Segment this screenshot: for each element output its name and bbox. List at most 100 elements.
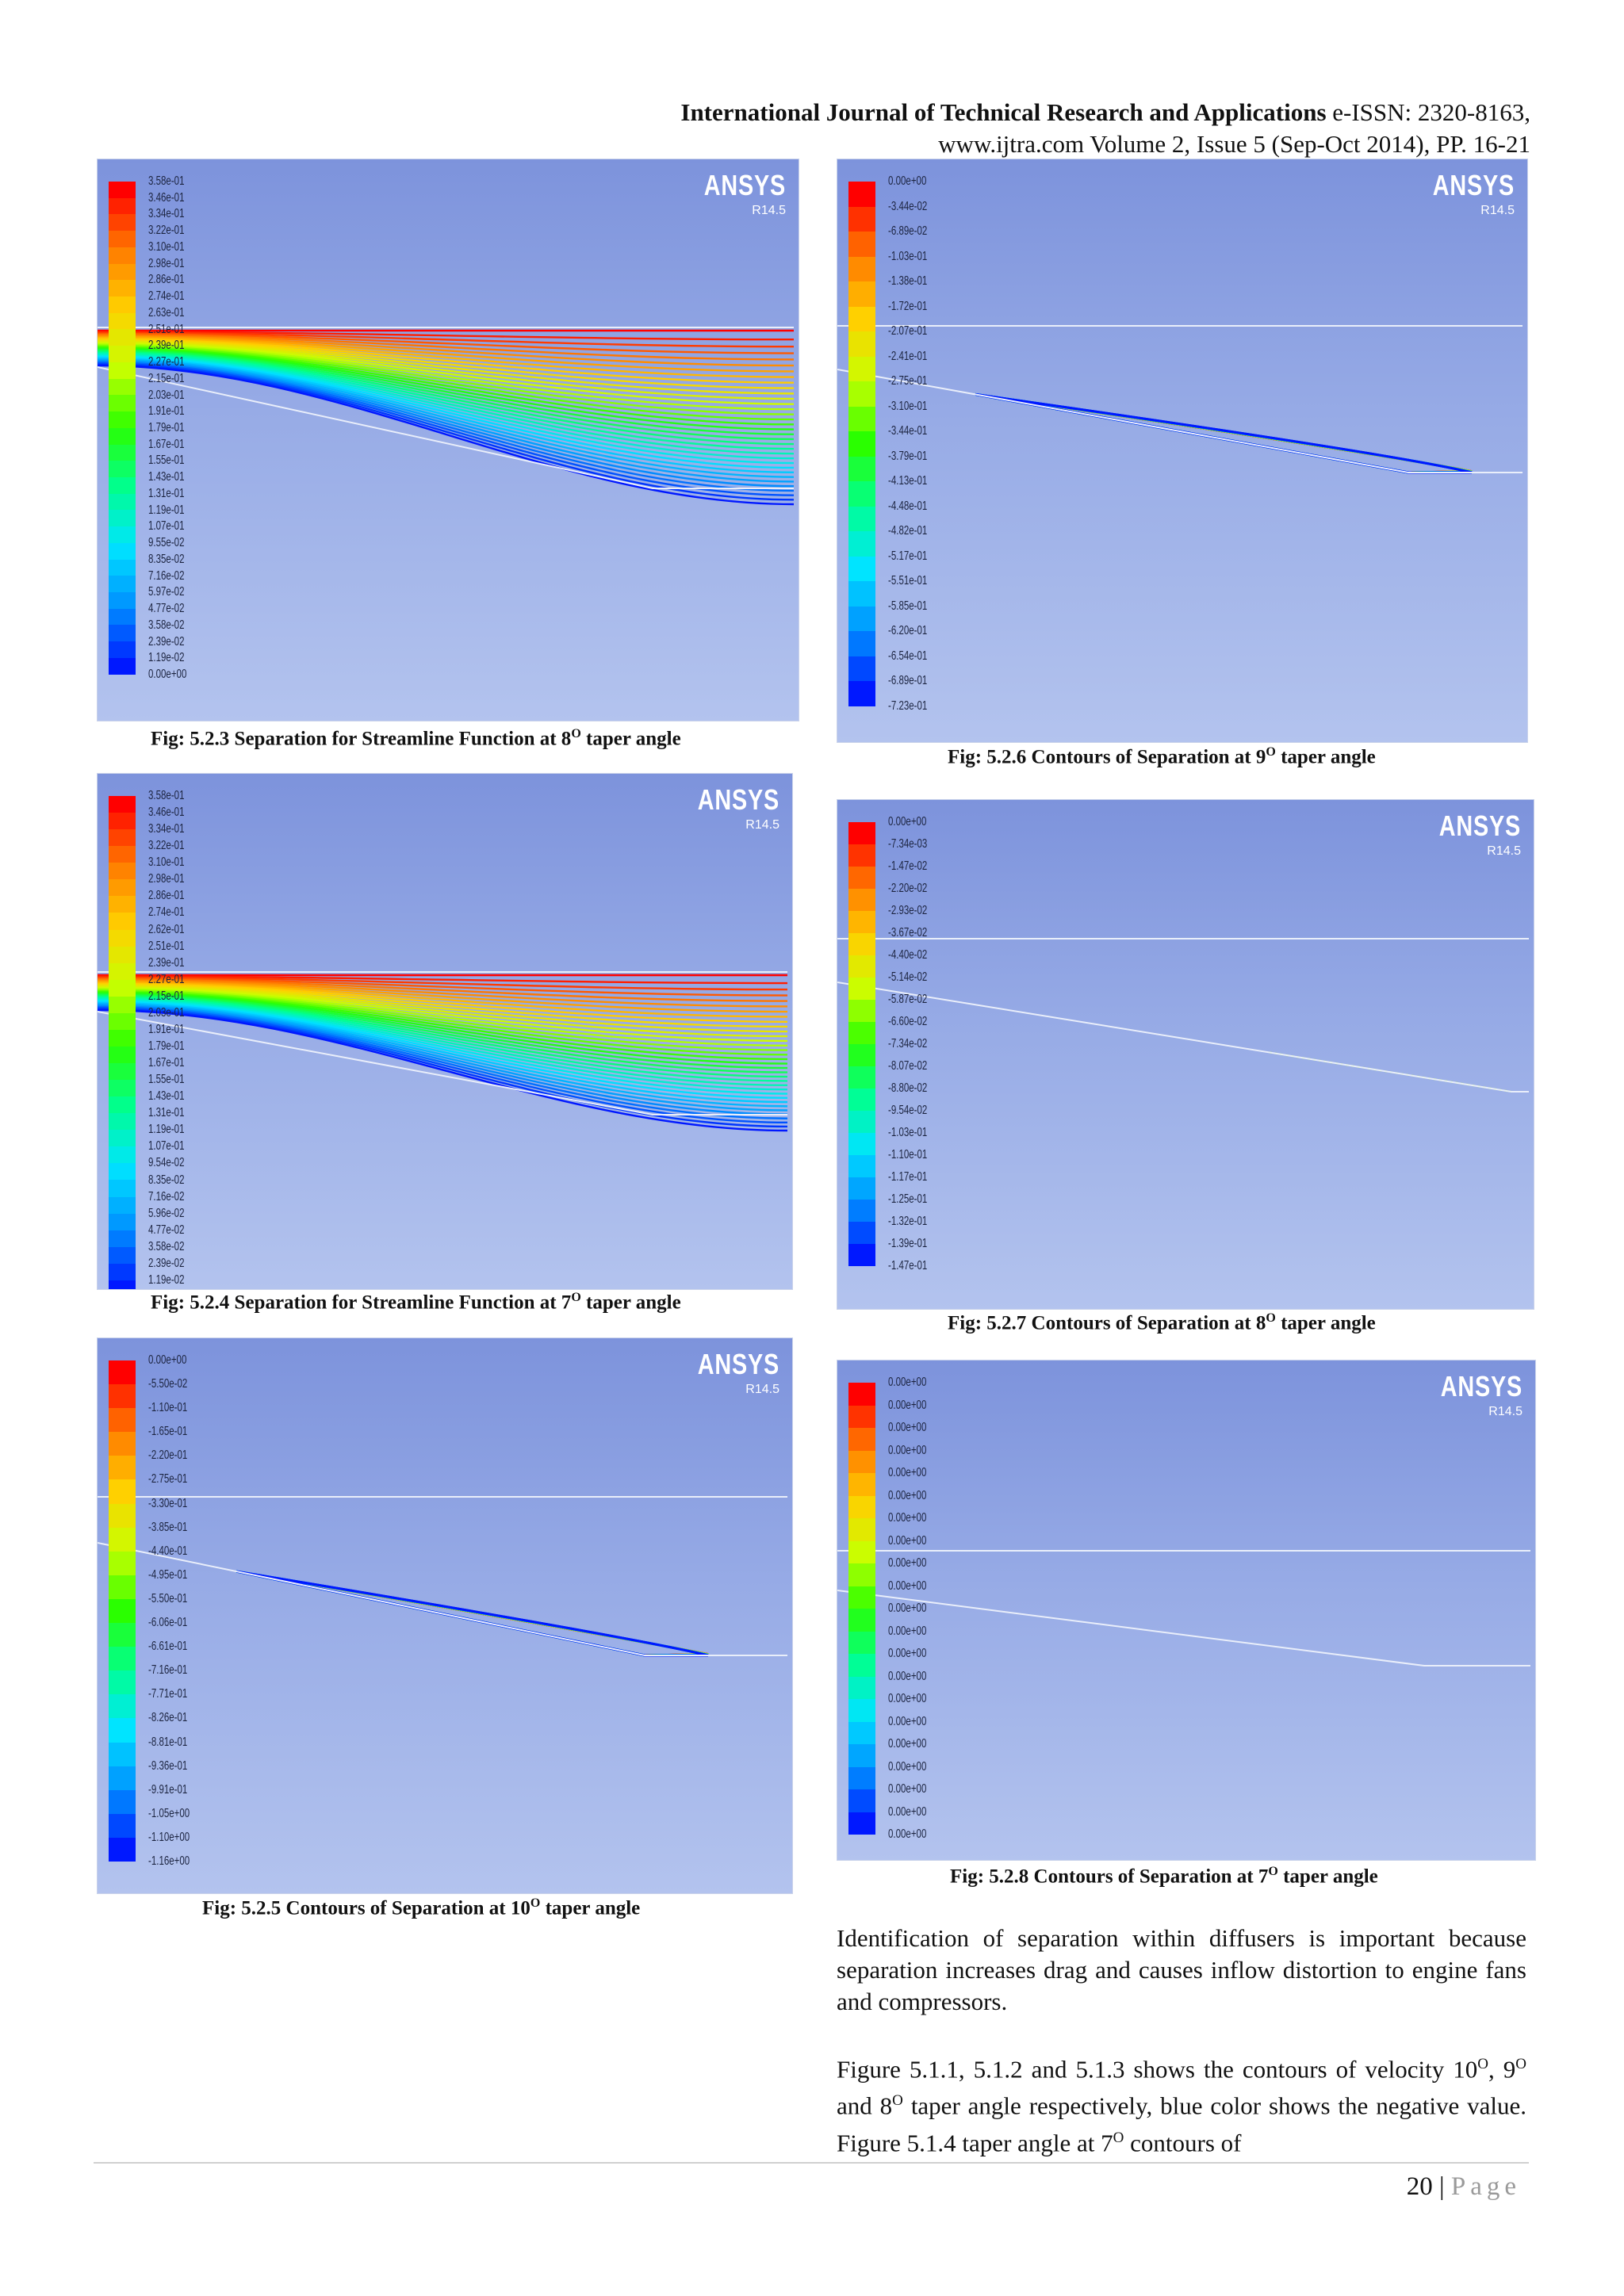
legend-swatch bbox=[848, 1405, 875, 1428]
legend-tick-label: 0.00e+00 bbox=[888, 1692, 927, 1705]
legend-tick-label: -2.75e-01 bbox=[148, 1472, 188, 1487]
streamline bbox=[98, 354, 795, 460]
legend-tick-label: 1.31e-01 bbox=[148, 1106, 185, 1120]
caption-5-2-8: Fig: 5.2.8 Contours of Separation at 7O … bbox=[950, 1865, 1378, 1888]
legend-swatch bbox=[109, 493, 136, 511]
streamline bbox=[98, 338, 795, 384]
legend-tick-label: 1.19e-02 bbox=[148, 651, 185, 665]
legend-tick-label: -7.23e-01 bbox=[888, 699, 928, 713]
paragraph-velocity-contours: Figure 5.1.1, 5.1.2 and 5.1.3 shows the … bbox=[837, 2055, 1526, 2156]
legend-tick-label: 2.51e-01 bbox=[148, 939, 185, 953]
legend-tick-label: -2.75e-01 bbox=[888, 374, 928, 388]
legend-tick-label: 3.22e-01 bbox=[148, 839, 185, 853]
legend-tick-label: 2.39e-01 bbox=[148, 339, 185, 353]
streamline bbox=[98, 975, 788, 985]
legend-tick-label: 0.00e+00 bbox=[888, 1782, 927, 1796]
streamline bbox=[98, 1005, 788, 1119]
legend-swatch bbox=[109, 411, 136, 428]
legend-swatch bbox=[848, 1177, 875, 1200]
legend-tick-label: -3.44e-02 bbox=[888, 199, 928, 213]
legend-tick-label: -3.10e-01 bbox=[888, 399, 928, 413]
legend-tick-label: 0.00e+00 bbox=[888, 174, 927, 188]
legend-swatch bbox=[848, 256, 875, 282]
legend-tick-label: -7.34e-02 bbox=[888, 1037, 928, 1050]
legend-swatch bbox=[109, 1163, 136, 1181]
legend-swatch bbox=[848, 531, 875, 557]
legend-tick-label: 2.86e-01 bbox=[148, 273, 185, 287]
legend-swatch bbox=[109, 461, 136, 477]
legend-swatch bbox=[109, 896, 136, 913]
streamline bbox=[98, 334, 795, 361]
legend-tick-label: 3.10e-01 bbox=[148, 855, 185, 870]
journal-header: International Journal of Technical Resea… bbox=[680, 98, 1530, 127]
legend-tick-label: 2.74e-01 bbox=[148, 289, 185, 304]
ansys-logo: ANSYS R14.5 bbox=[697, 783, 779, 832]
streamline bbox=[98, 979, 788, 1008]
streamline bbox=[98, 335, 795, 367]
legend-tick-label: -1.05e+00 bbox=[148, 1806, 190, 1820]
legend-tick-label: -8.81e-01 bbox=[148, 1735, 188, 1749]
legend-swatch bbox=[848, 889, 875, 911]
legend-swatch bbox=[109, 1766, 136, 1790]
legend-swatch bbox=[109, 829, 136, 847]
legend-tick-label: -1.72e-01 bbox=[888, 299, 928, 313]
legend-tick-label: 1.91e-01 bbox=[148, 404, 185, 419]
legend-tick-label: -4.40e-02 bbox=[888, 948, 928, 962]
legend-tick-label: -4.13e-01 bbox=[888, 474, 928, 488]
legend-tick-label: -2.93e-02 bbox=[888, 904, 928, 917]
legend-swatch bbox=[109, 1623, 136, 1647]
legend-swatch bbox=[848, 206, 875, 232]
legend-swatch bbox=[109, 559, 136, 576]
legend-tick-label: 0.00e+00 bbox=[888, 1737, 927, 1751]
legend-swatch bbox=[848, 631, 875, 656]
legend-tick-label: 0.00e+00 bbox=[888, 1647, 927, 1660]
streamline bbox=[98, 980, 788, 1013]
legend-swatch bbox=[109, 913, 136, 930]
legend-swatch bbox=[848, 1654, 875, 1677]
legend-tick-label: 2.39e-02 bbox=[148, 1256, 185, 1270]
legend-swatch bbox=[848, 381, 875, 407]
streamline bbox=[98, 343, 795, 411]
streamline bbox=[98, 995, 788, 1078]
streamline bbox=[98, 1007, 788, 1124]
legend-swatch bbox=[848, 1518, 875, 1541]
legend-swatch bbox=[109, 1408, 136, 1433]
legend-tick-label: -1.10e+00 bbox=[148, 1830, 190, 1844]
legend-tick-label: 2.86e-01 bbox=[148, 889, 185, 903]
legend-swatch bbox=[848, 581, 875, 607]
legend-swatch bbox=[109, 1503, 136, 1528]
streamline bbox=[98, 340, 795, 395]
legend-tick-label: 2.98e-01 bbox=[148, 872, 185, 886]
legend-tick-label: 8.35e-02 bbox=[148, 1173, 185, 1187]
legend-swatch bbox=[848, 822, 875, 844]
legend-tick-label: 2.03e-01 bbox=[148, 388, 185, 402]
legend-tick-label: -5.14e-02 bbox=[888, 970, 928, 984]
legend-swatch bbox=[848, 1744, 875, 1767]
streamline bbox=[98, 994, 788, 1073]
legend-swatch bbox=[109, 197, 136, 215]
legend-swatch bbox=[848, 481, 875, 507]
legend-swatch bbox=[848, 1044, 875, 1066]
streamline bbox=[98, 985, 788, 1033]
legend-tick-label: 2.03e-01 bbox=[148, 1005, 185, 1020]
figure-5-2-7: 0.00e+00 -7.34e-03 -1.47e-02 -2.20e-02 -2.93… bbox=[837, 799, 1534, 1310]
streamline bbox=[98, 359, 795, 483]
streamline bbox=[98, 986, 788, 1043]
legend-swatch bbox=[848, 844, 875, 867]
legend-tick-label: -5.17e-01 bbox=[888, 549, 928, 563]
legend-tick-label: 3.34e-01 bbox=[148, 207, 185, 221]
legend-swatch bbox=[109, 395, 136, 412]
streamline bbox=[98, 346, 795, 426]
legend-swatch bbox=[109, 996, 136, 1013]
streamline bbox=[98, 982, 788, 1023]
legend-tick-label: -4.95e-01 bbox=[148, 1567, 188, 1582]
legend-swatch bbox=[109, 1670, 136, 1695]
streamline bbox=[98, 354, 795, 465]
legend-tick-label: 3.58e-01 bbox=[148, 174, 185, 188]
legend-tick-label: -1.03e-01 bbox=[888, 1126, 928, 1139]
legend-swatch bbox=[848, 1244, 875, 1266]
caption-5-2-6: Fig: 5.2.6 Contours of Separation at 9O … bbox=[948, 745, 1376, 768]
legend-swatch bbox=[848, 681, 875, 706]
legend-swatch bbox=[109, 641, 136, 658]
legend-tick-label: 1.67e-01 bbox=[148, 1056, 185, 1070]
